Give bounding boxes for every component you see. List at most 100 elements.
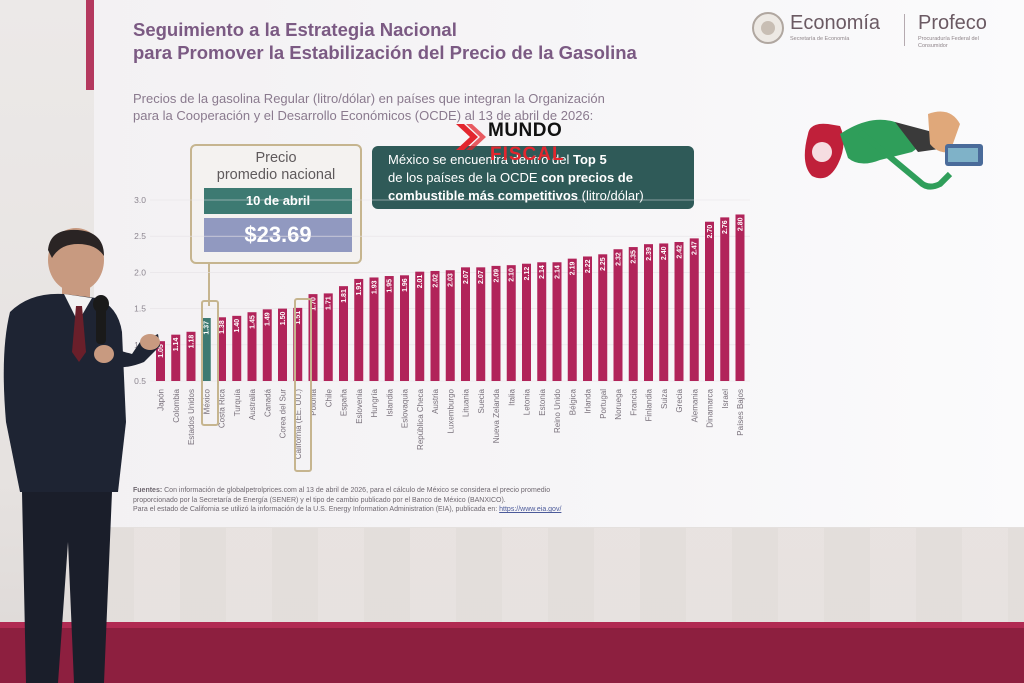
x-category-label: Finlandia [645,388,654,421]
bar [689,238,699,381]
profeco-logo: Profeco [918,12,987,34]
logo-divider [904,14,905,46]
bar-value-label: 2.12 [524,267,531,281]
bar [339,286,348,381]
bar-value-label: 2.32 [616,252,623,266]
bar-value-label: 2.22 [585,259,592,273]
bar [308,294,318,381]
bar-value-label: 2.76 [722,220,729,234]
bar-value-label: 1.40 [234,319,241,333]
bar-value-label: 2.10 [509,268,516,282]
bar-value-label: 1.70 [311,297,318,311]
x-category-label: Suecia [477,388,486,413]
bar [201,318,211,381]
x-category-label: Alemania [690,388,699,422]
x-category-label: Eslovaquia [401,388,410,428]
bar-value-label: 2.47 [692,241,699,255]
title-line-1: Seguimiento a la Estrategia Nacional [133,19,457,40]
bar [522,263,531,381]
bar [659,243,669,381]
bar-value-label: 1.37 [204,321,211,335]
bar-value-label: 2.40 [661,246,668,260]
bar-value-label: 2.70 [707,225,714,239]
bar [674,241,684,381]
x-category-label: Polonia [309,388,318,415]
x-category-label: Estados Unidos [187,389,196,445]
callout-text-2: Top 5 [573,152,607,167]
bar-value-label: 1.91 [356,282,363,296]
watermark-line-1: MUNDO [488,120,563,141]
bar [476,267,486,381]
bar-value-label: 2.01 [417,275,424,289]
bar [735,214,745,381]
bar [156,341,165,381]
national-price-box: Precio promedio nacional 10 de abril $23… [190,144,362,264]
x-category-label: Canadá [263,388,272,417]
x-category-label: España [340,388,349,416]
x-category-label: Portugal [599,389,608,419]
x-category-label: Italia [507,388,516,405]
bar-value-label: 2.35 [631,250,638,264]
x-category-label: Luxemburgo [446,388,455,433]
bar [400,275,409,381]
bar-value-label: 1.05 [158,344,165,358]
x-category-label: Eslovenia [355,388,364,423]
x-category-label: Turquía [233,388,242,416]
price-label-line-1: Precio [255,150,297,166]
bar-value-label: 2.80 [738,217,745,231]
bar-value-label: 2.14 [539,265,546,279]
x-category-label: Letonia [523,388,532,415]
x-category-label: Estonia [538,388,547,415]
bar-value-label: 2.25 [600,257,607,271]
price-box-connector [208,264,210,306]
price-value: $23.69 [204,218,352,252]
watermark-line-2: FISCAL [490,144,565,165]
bar-value-label: 2.07 [463,270,470,284]
sources-line-3: Para el estado de California se utilizó … [133,506,500,513]
y-tick-label: 2.5 [134,231,146,241]
bar [217,317,226,381]
bar [278,308,287,381]
callout-text-3: de los países de la OCDE [388,170,542,185]
x-category-label: Corea del Sur [279,389,288,439]
bar [232,315,242,381]
bar [415,271,425,381]
stage-band [0,628,1024,683]
bar [598,254,608,381]
national-seal-icon [752,12,784,44]
bar-value-label: 2.42 [677,245,684,259]
bar [491,265,501,381]
y-tick-label: 3.0 [134,195,146,205]
bar-value-label: 1.96 [402,278,409,292]
sources-line-1: Con información de globalpetrolprices.co… [162,487,551,494]
bar [644,244,653,381]
top5-callout: México se encuentra dentro del Top 5 de … [372,146,694,209]
x-category-label: Islandia [385,388,394,416]
bar-value-label: 2.07 [478,270,485,284]
bar [720,217,730,381]
y-tick-label: 0.5 [134,376,146,386]
bar-value-label: 1.81 [341,289,348,303]
bar [247,312,257,381]
bar-value-label: 1.95 [387,279,394,293]
sources-label: Fuentes: [133,487,163,494]
california-highlight-frame [294,298,312,472]
x-category-label: Nueva Zelanda [492,388,501,443]
y-tick-label: 2.0 [134,267,146,277]
eia-link[interactable]: https://www.eia.gov/ [499,506,562,513]
x-category-label: Bélgica [568,388,577,415]
bar [445,270,455,381]
bar-value-label: 1.49 [265,312,272,326]
bar [293,307,303,381]
subtitle-line-1: Precios de la gasolina Regular (litro/dó… [133,91,605,106]
bar-value-label: 1.50 [280,311,287,325]
bar [369,277,379,381]
bar [262,309,272,381]
slide-title: Seguimiento a la Estrategia Nacional par… [133,18,733,64]
y-tick-label: 1.5 [134,304,146,314]
bar [430,270,440,381]
callout-text-1: México se encuentra dentro del [388,152,573,167]
x-category-label: Hungría [370,388,379,417]
x-category-label: Lituania [462,388,471,417]
bar-value-label: 1.93 [372,280,379,294]
